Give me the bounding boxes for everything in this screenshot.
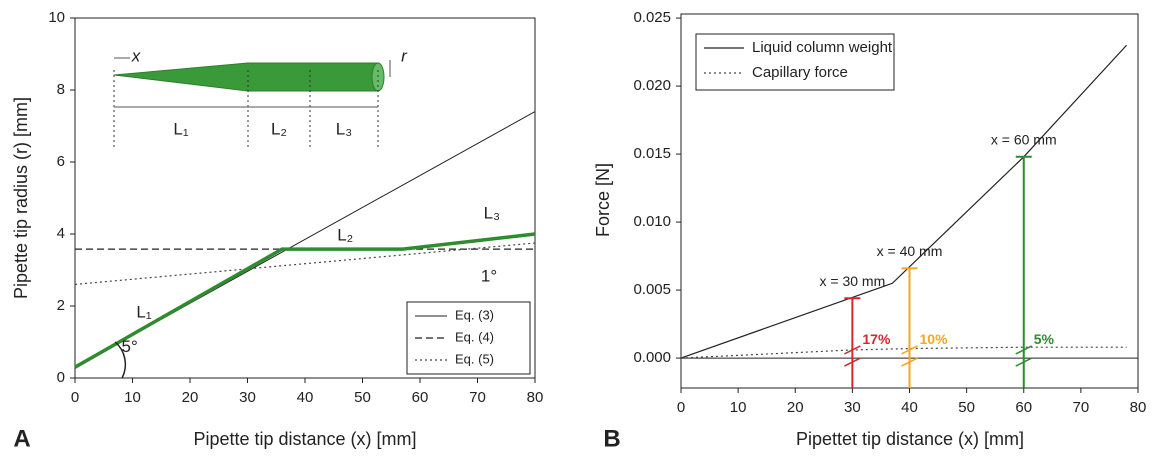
break-mark (1015, 345, 1033, 355)
x-tick-label: 60 (1015, 399, 1032, 416)
annotation: 1° (481, 267, 497, 286)
x-tick-label: 70 (1073, 399, 1090, 416)
x-tick-label: 30 (844, 399, 861, 416)
x-tick-label: 40 (901, 399, 918, 416)
legend-label: Liquid column weight (752, 39, 893, 56)
x-tick-label: 40 (297, 389, 314, 406)
legend-box (695, 33, 895, 91)
x-tick-label: 20 (787, 399, 804, 416)
break-mark (901, 345, 918, 355)
annotation: L₁ (136, 303, 151, 322)
inset-label: r (401, 46, 408, 65)
y-tick-label: 4 (57, 225, 65, 242)
marker-percent: 17% (862, 331, 891, 347)
marker-label: x = 40 mm (877, 243, 943, 259)
legend-label: Capillary force (752, 64, 848, 81)
legend-label: Eq. (3) (455, 307, 494, 322)
y-tick-label: 10 (48, 9, 65, 26)
series-line (74, 242, 536, 285)
break-mark (844, 345, 861, 355)
break-mark (901, 357, 918, 367)
x-tick-label: 80 (1130, 399, 1147, 416)
inset-label: L₂ (271, 119, 287, 138)
y-tick-label: 0.000 (633, 349, 671, 366)
y-tick-label: 0.005 (633, 281, 671, 298)
y-tick-label: 0.020 (633, 77, 671, 94)
x-tick-label: 50 (354, 389, 371, 406)
annotation: L₂ (337, 225, 353, 244)
marker-label: x = 30 mm (820, 273, 886, 289)
x-axis-title: Pipette tip distance (x) [mm] (193, 429, 416, 449)
y-axis-title: Force [N] (593, 163, 613, 237)
y-tick-label: 0.015 (633, 145, 671, 162)
break-mark (844, 357, 861, 367)
y-tick-label: 2 (57, 297, 65, 314)
legend-label: Eq. (5) (455, 351, 494, 366)
angle-arc (114, 341, 127, 379)
inset-label: x (131, 46, 141, 65)
marker-percent: 5% (1034, 331, 1055, 347)
y-tick-label: 0.010 (633, 213, 671, 230)
y-tick-label: 8 (57, 81, 65, 98)
inset-label: L₁ (173, 119, 188, 138)
legend-label: Eq. (4) (455, 329, 494, 344)
x-tick-label: 0 (677, 399, 685, 416)
x-axis-title: Pipettet tip distance (x) [mm] (796, 429, 1024, 449)
y-tick-label: 0.025 (633, 9, 671, 26)
inset-label: L₃ (336, 119, 352, 138)
y-tick-label: 0 (57, 369, 65, 386)
break-mark (1015, 357, 1033, 367)
annotation: 5° (121, 337, 137, 356)
annotation: L₃ (484, 204, 500, 223)
marker-label: x = 60 mm (991, 132, 1057, 148)
x-tick-label: 10 (124, 389, 141, 406)
x-tick-label: 10 (730, 399, 747, 416)
pipette-body (113, 62, 379, 92)
x-tick-label: 80 (527, 389, 544, 406)
x-tick-label: 50 (958, 399, 975, 416)
x-tick-label: 20 (182, 389, 199, 406)
x-tick-label: 70 (469, 389, 486, 406)
x-tick-label: 30 (239, 389, 256, 406)
y-axis-title: Pipette tip radius (r) [mm] (11, 97, 31, 299)
panel-label: A (13, 425, 30, 452)
y-tick-label: 6 (57, 153, 65, 170)
series-line (680, 44, 1128, 359)
x-tick-label: 60 (412, 389, 429, 406)
panel-label: B (603, 425, 620, 452)
series-line (74, 232, 536, 369)
x-tick-label: 0 (71, 389, 79, 406)
marker-percent: 10% (920, 331, 949, 347)
